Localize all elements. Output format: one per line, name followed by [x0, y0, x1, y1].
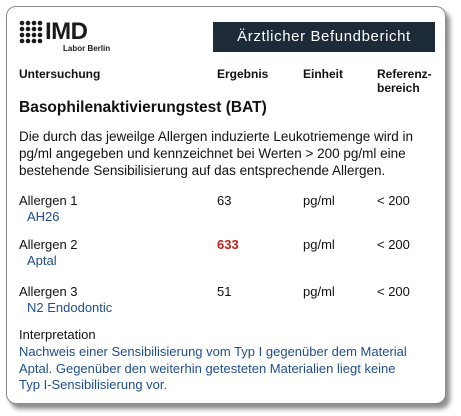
- logo-mark: [19, 20, 43, 44]
- interpretation-text: Nachweis einer Sensibilisierung vom Typ …: [19, 344, 407, 394]
- description-line: pg/ml angegeben und kennzeichnet bei Wer…: [19, 146, 406, 161]
- column-header-line: Ergebnis: [217, 67, 269, 81]
- reference: < 200: [377, 237, 410, 252]
- allergen-name: Allergen 3: [19, 284, 78, 299]
- interpretation-line: Aptal. Gegenüber den weiterhin getestete…: [19, 360, 396, 376]
- report-card: IMD Labor Berlin Ärztlicher Befundberich…: [6, 6, 446, 404]
- unit: pg/ml: [303, 193, 335, 208]
- test-title: Basophilenaktivierungstest (BAT): [19, 99, 267, 116]
- sub-brand: Labor Berlin: [63, 44, 111, 53]
- column-header: Referenz-bereich: [377, 67, 432, 95]
- reference: < 200: [377, 284, 410, 299]
- reference: < 200: [377, 193, 410, 208]
- description-line: bestehende Sensibilisierung auf das ents…: [19, 163, 386, 178]
- allergen-name: Allergen 1: [19, 193, 78, 208]
- allergen-name: Allergen 2: [19, 237, 78, 252]
- unit: pg/ml: [303, 237, 335, 252]
- report-title: Ärztlicher Befundbericht: [213, 22, 435, 52]
- result: 633: [217, 237, 239, 252]
- allergen-substance: Aptal: [27, 253, 57, 268]
- column-header-line: Untersuchung: [19, 67, 101, 81]
- column-header: Einheit: [303, 67, 343, 81]
- column-header-line: Referenz-: [377, 67, 432, 81]
- unit: pg/ml: [303, 284, 335, 299]
- allergen-substance: N2 Endodontic: [27, 300, 113, 315]
- column-header-line: Einheit: [303, 67, 344, 81]
- description: Die durch das jeweilge Allergen induzier…: [19, 128, 413, 179]
- column-header: Untersuchung: [19, 67, 100, 81]
- description-line: Die durch das jeweilge Allergen induzier…: [19, 129, 413, 144]
- interpretation-line: Typ I-Sensibilisierung vor.: [19, 377, 168, 392]
- interpretation-heading: Interpretation: [19, 327, 96, 342]
- interpretation-line: Nachweis einer Sensibilisierung vom Typ …: [19, 344, 407, 359]
- allergen-substance: AH26: [27, 209, 60, 224]
- result: 63: [217, 193, 232, 208]
- column-header: Ergebnis: [217, 67, 268, 81]
- brand: IMD: [45, 18, 88, 45]
- column-header-line: bereich: [377, 81, 420, 95]
- result: 51: [217, 284, 232, 299]
